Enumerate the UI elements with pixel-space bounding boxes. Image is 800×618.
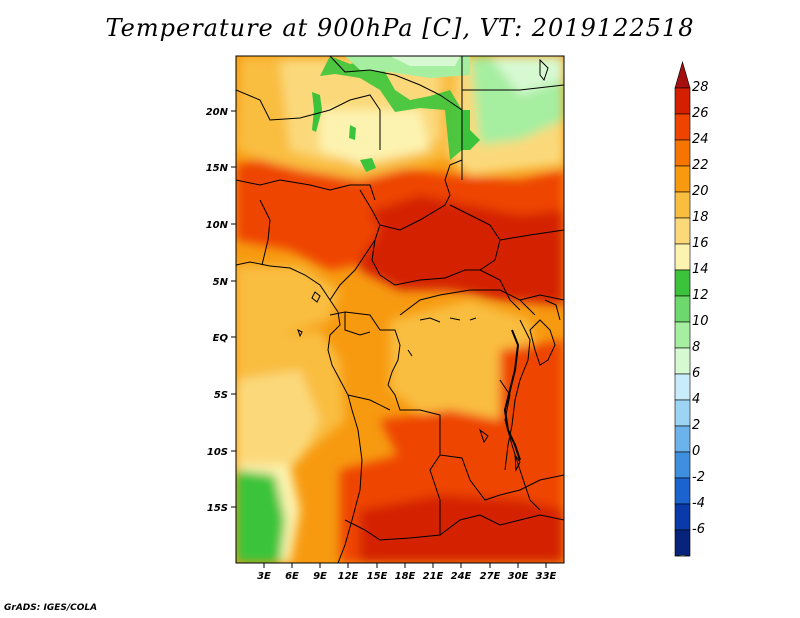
colorbar-label: 24 bbox=[692, 132, 709, 147]
colorbar-swatch bbox=[674, 399, 691, 427]
colorbar-swatch bbox=[674, 87, 691, 115]
colorbar-swatch bbox=[674, 425, 691, 453]
lon-tick-label: 27E bbox=[480, 571, 501, 582]
lon-tick-label: 33E bbox=[536, 571, 557, 582]
lat-tick-label: 10S bbox=[207, 447, 228, 458]
lon-tick-label: 6E bbox=[285, 571, 299, 582]
colorbar-swatch bbox=[674, 373, 691, 401]
colorbar-swatch bbox=[674, 191, 691, 219]
colorbar-label: 18 bbox=[692, 210, 709, 225]
colorbar-label: 8 bbox=[692, 340, 700, 355]
lat-tick-label: 15N bbox=[206, 163, 229, 174]
colorbar-swatch bbox=[674, 503, 691, 531]
lon-tick-label: 21E bbox=[423, 571, 444, 582]
colorbar-swatch bbox=[674, 554, 691, 557]
lat-tick-label: 20N bbox=[206, 107, 229, 118]
longitude-axis: 3E 6E 9E 12E 15E 18E 21E 24E 27E 30E 33E bbox=[257, 563, 557, 582]
lon-tick-label: 18E bbox=[395, 571, 416, 582]
lat-tick-label: 15S bbox=[207, 503, 228, 514]
colorbar-swatch bbox=[674, 529, 691, 557]
credit-label: GrADS: IGES/COLA bbox=[4, 603, 98, 613]
colorbar-label: 16 bbox=[692, 236, 709, 251]
colorbar-label: 26 bbox=[692, 106, 709, 121]
colorbar-swatch bbox=[674, 295, 691, 323]
colorbar-label: 22 bbox=[692, 158, 709, 173]
temperature-field bbox=[236, 56, 564, 563]
map-title: Temperature at 900hPa [C], VT: 201912251… bbox=[105, 14, 695, 42]
colorbar-swatch bbox=[674, 60, 691, 89]
latitude-axis: 20N 15N 10N 5N EQ 5S 10S 15S bbox=[206, 107, 236, 514]
colorbar-swatch bbox=[674, 165, 691, 193]
colorbar-label: 6 bbox=[692, 366, 700, 381]
colorbar-label: 10 bbox=[692, 314, 709, 329]
colorbar-label: 28 bbox=[692, 80, 709, 95]
colorbar-label: -4 bbox=[692, 496, 705, 511]
map-frame bbox=[235, 55, 565, 564]
colorbar-swatch bbox=[674, 269, 691, 297]
colorbar: 28 26 24 22 20 18 16 14 12 10 8 6 4 2 0 … bbox=[674, 60, 709, 557]
lat-tick-label: 10N bbox=[206, 220, 229, 231]
colorbar-label: 12 bbox=[692, 288, 709, 303]
colorbar-swatch bbox=[674, 451, 691, 479]
lon-tick-label: 12E bbox=[338, 571, 359, 582]
colorbar-swatches bbox=[674, 60, 691, 557]
lat-tick-label: 5S bbox=[214, 390, 228, 401]
lon-tick-label: 30E bbox=[508, 571, 529, 582]
colorbar-swatch bbox=[674, 477, 691, 505]
colorbar-label: 4 bbox=[692, 392, 700, 407]
colorbar-label: -6 bbox=[692, 522, 705, 537]
colorbar-label: 20 bbox=[692, 184, 709, 199]
lon-tick-label: 15E bbox=[367, 571, 388, 582]
colorbar-swatch bbox=[674, 321, 691, 349]
lon-tick-label: 3E bbox=[257, 571, 271, 582]
country-borders bbox=[236, 56, 564, 563]
colorbar-swatch bbox=[674, 243, 691, 271]
colorbar-labels: 28 26 24 22 20 18 16 14 12 10 8 6 4 2 0 … bbox=[692, 80, 709, 537]
lat-tick-label: EQ bbox=[213, 333, 229, 344]
colorbar-label: 2 bbox=[692, 418, 700, 433]
colorbar-label: 14 bbox=[692, 262, 709, 277]
colorbar-swatch bbox=[674, 113, 691, 141]
colorbar-swatch bbox=[674, 217, 691, 245]
colorbar-swatch bbox=[674, 347, 691, 375]
colorbar-label: 0 bbox=[692, 444, 700, 459]
colorbar-swatch bbox=[674, 139, 691, 167]
lon-tick-label: 9E bbox=[313, 571, 327, 582]
lat-tick-label: 5N bbox=[213, 277, 229, 288]
lon-tick-label: 24E bbox=[451, 571, 472, 582]
colorbar-label: -2 bbox=[692, 470, 705, 485]
